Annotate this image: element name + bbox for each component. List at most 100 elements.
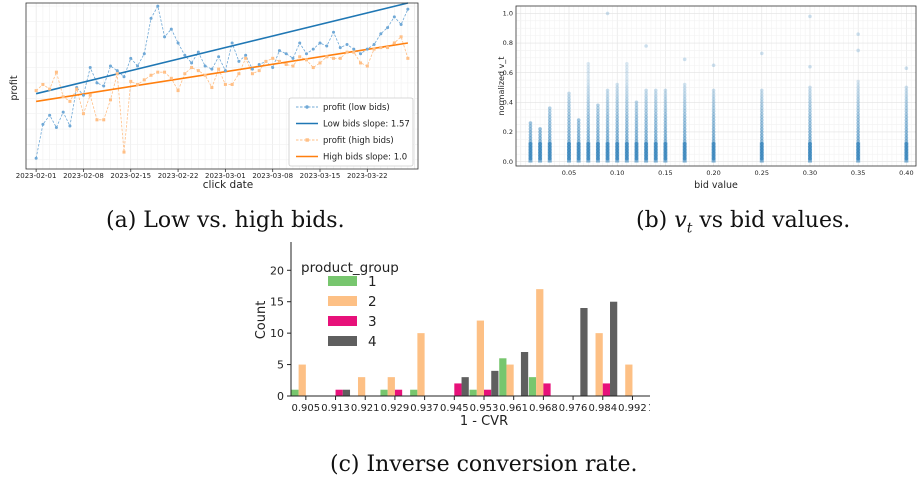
scatter-point [759,103,764,108]
data-point [257,69,261,73]
data-point [250,67,254,71]
scatter-point [856,139,860,143]
scatter-point [615,141,620,146]
scatter-point [586,150,591,155]
scatter-point [682,97,687,102]
scatter-point [663,100,668,105]
scatter-point [576,139,581,143]
scatter-point [625,133,629,137]
legend-label: 1 [368,274,377,290]
scatter-point [576,136,581,140]
data-point [399,23,403,27]
scatter-point [644,118,648,122]
data-point [230,82,234,86]
legend-label: profit (high bids) [323,136,394,146]
bar-group-4 [610,301,618,396]
y-axis-label: profit [9,75,20,101]
scatter-point [586,115,591,119]
scatter-point [856,153,860,158]
x-tick-label: 0.929 [381,403,410,414]
data-point [338,56,342,60]
data-point [115,72,119,76]
data-point [352,47,356,51]
scatter-point [644,133,648,137]
scatter-point [808,112,812,116]
data-point [41,82,45,86]
scatter-point [904,141,909,146]
bar-group-2 [417,333,425,396]
scatter-point [759,156,764,161]
scatter-point [663,139,668,143]
scatter-point [576,121,581,125]
scatter-point [856,106,860,111]
data-point [122,150,126,154]
scatter-point [586,97,591,102]
legend-title: product_group [301,260,399,276]
scatter-point [615,115,620,119]
scatter-point [567,106,571,111]
scatter-point [586,82,591,87]
scatter-point [711,121,716,125]
scatter-point [596,147,600,152]
scatter-point [856,82,860,87]
data-point [338,46,342,50]
data-point [291,56,295,60]
scatter-point [634,124,639,128]
data-point [271,66,275,70]
scatter-point [634,133,639,137]
scatter-point [634,118,639,122]
scatter-point [904,124,909,128]
bar-group-1 [291,389,299,396]
scatter-point [634,112,639,116]
scatter-point [711,136,716,140]
legend-marker [305,138,309,142]
scatter-point [653,130,658,134]
scatter-point [644,115,648,119]
scatter-point [586,124,591,128]
scatter-point [586,100,591,105]
scatter-point [615,85,620,90]
scatter-point [711,133,716,137]
scatter-point [615,156,620,161]
y-tick-label: 20 [270,264,284,277]
scatter-point [711,153,716,158]
scatter-point [625,136,629,140]
scatter-point [808,103,812,108]
scatter-point [625,130,629,134]
scatter-point [576,124,581,128]
data-point [190,66,194,70]
scatter-point [567,115,571,119]
bar-group-2 [625,364,633,396]
scatter-point [538,133,542,137]
scatter-point [711,97,716,102]
data-point [142,52,146,56]
scatter-point [856,32,860,36]
scatter-point [856,115,860,119]
scatter-point [634,127,639,131]
scatter-point [653,97,658,102]
x-ticks: 2023-02-01 2023-02-08 2023-02-15 2023-02-22… [16,169,388,180]
scatter-point [625,144,629,149]
scatter-point [625,139,629,143]
scatter-point [682,144,687,149]
scatter-point [567,112,571,116]
scatter-point [856,127,860,131]
caption-c: (c) Inverse conversion rate. [330,452,638,477]
scatter-point [644,147,648,152]
scatter-point [904,115,909,119]
scatter-point [596,130,600,134]
scatter-point [759,139,764,143]
scatter-point [808,94,812,99]
scatter-point [605,109,610,113]
scatter-point [596,139,600,143]
scatter-point [682,150,687,155]
data-point [210,86,214,90]
data-point [142,78,146,82]
scatter-point [711,88,716,93]
scatter-point [567,136,571,140]
data-point [102,84,106,88]
x-tick-label: 2023-02-08 [63,172,104,180]
data-point [332,56,336,60]
data-point [156,4,160,8]
scatter-point [586,127,591,131]
